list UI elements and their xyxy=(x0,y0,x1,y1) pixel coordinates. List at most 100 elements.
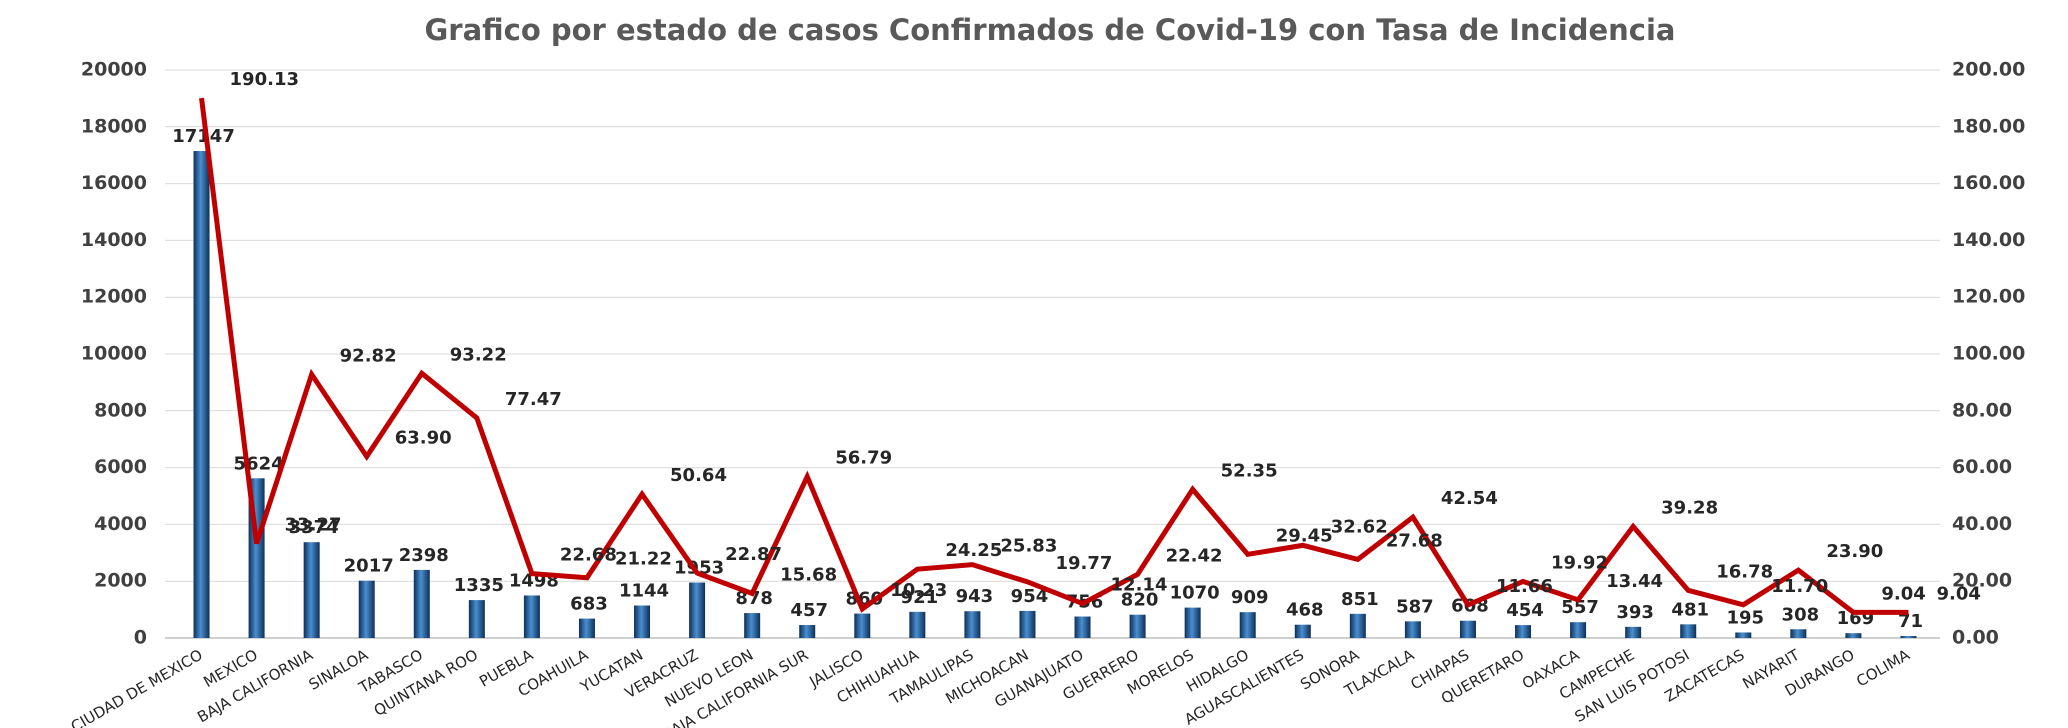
bar-label: 454 xyxy=(1506,600,1544,621)
line-label: 22.42 xyxy=(1166,545,1223,566)
bar xyxy=(1680,624,1697,638)
line-label: 12.14 xyxy=(1111,575,1168,596)
y-tick-label: 2000 xyxy=(94,570,147,592)
bar xyxy=(1790,629,1807,638)
line-label: 15.68 xyxy=(780,564,837,585)
bar xyxy=(689,582,706,638)
bar xyxy=(1294,624,1311,638)
bar-label: 557 xyxy=(1561,597,1599,618)
bar-label: 3374 xyxy=(289,517,339,538)
y2-tick-label: 140.00 xyxy=(1952,229,2025,251)
bar-label: 195 xyxy=(1726,607,1764,628)
line-label: 24.25 xyxy=(945,540,1002,561)
y2-tick-label: 180.00 xyxy=(1952,115,2025,137)
bar xyxy=(1184,607,1201,638)
bar xyxy=(964,611,981,638)
bar-label: 820 xyxy=(1121,590,1159,611)
line-label: 23.90 xyxy=(1826,541,1883,562)
line-label: 33.27 xyxy=(285,515,342,536)
y2-tick-label: 200.00 xyxy=(1952,59,2025,81)
bar xyxy=(303,542,320,638)
bar xyxy=(1570,622,1587,638)
bar xyxy=(193,151,210,638)
y2-tick-label: 0.00 xyxy=(1952,627,1999,649)
line-label: 42.54 xyxy=(1441,488,1498,509)
bar xyxy=(1515,625,1532,638)
bar xyxy=(358,580,375,638)
line-label: 16.78 xyxy=(1716,561,1773,582)
bar-label: 909 xyxy=(1231,587,1269,608)
bar xyxy=(1239,612,1256,638)
line-label: 93.22 xyxy=(450,344,507,365)
bar xyxy=(854,613,871,638)
bar-label: 851 xyxy=(1341,589,1379,610)
line-label: 56.79 xyxy=(835,448,892,469)
y2-tick-label: 80.00 xyxy=(1952,399,2012,421)
line-label: 77.47 xyxy=(505,389,562,410)
bar xyxy=(1459,620,1476,638)
bar-label: 683 xyxy=(570,594,608,615)
line-label: 190.13 xyxy=(230,69,299,90)
y-tick-label: 16000 xyxy=(81,172,147,194)
bar-label: 457 xyxy=(790,600,828,621)
line-label: 9.04 xyxy=(1881,583,1925,604)
line-label: 19.92 xyxy=(1551,552,1608,573)
y2-tick-label: 20.00 xyxy=(1952,570,2012,592)
line-label: 29.45 xyxy=(1276,525,1333,546)
bar-label: 1335 xyxy=(454,575,504,596)
bar xyxy=(1349,613,1366,638)
bar-label: 2398 xyxy=(399,545,449,566)
bar-label: 481 xyxy=(1671,599,1709,620)
bar xyxy=(1129,614,1146,638)
line-label: 13.44 xyxy=(1606,571,1663,592)
y-tick-label: 14000 xyxy=(81,229,147,251)
bar xyxy=(1019,610,1036,638)
y-tick-label: 20000 xyxy=(81,59,147,81)
line-label: 9.04 xyxy=(1936,583,1980,604)
bar-label: 954 xyxy=(1011,586,1049,607)
bar-label: 308 xyxy=(1782,604,1820,625)
x-tick-label: CIUDAD DE MEXICO xyxy=(68,646,206,728)
line-label: 92.82 xyxy=(340,345,397,366)
line-label: 19.77 xyxy=(1055,553,1112,574)
line-label: 25.83 xyxy=(1000,536,1057,557)
bar xyxy=(1845,633,1862,638)
line-label: 22.87 xyxy=(725,544,782,565)
bar xyxy=(909,611,926,638)
y2-tick-label: 120.00 xyxy=(1952,286,2025,308)
bar xyxy=(1074,616,1091,638)
line-label: 11.66 xyxy=(1496,576,1553,597)
bar-label: 1144 xyxy=(619,581,669,602)
bar-label: 17147 xyxy=(172,126,235,147)
bar xyxy=(578,618,595,638)
bar xyxy=(744,613,761,638)
bar-label: 5624 xyxy=(234,453,284,474)
line-label: 32.62 xyxy=(1331,516,1388,537)
bar xyxy=(799,625,816,638)
bar xyxy=(468,600,485,638)
bar xyxy=(634,605,651,638)
bar-label: 921 xyxy=(901,587,939,608)
y-tick-label: 6000 xyxy=(94,456,147,478)
bar-label: 468 xyxy=(1286,600,1324,621)
bar xyxy=(523,595,540,638)
line-label: 50.64 xyxy=(670,465,727,486)
bar xyxy=(1404,621,1421,638)
y-tick-label: 0 xyxy=(134,627,147,649)
line xyxy=(199,97,1909,615)
y2-tick-label: 40.00 xyxy=(1952,513,2012,535)
line-label: 27.68 xyxy=(1386,530,1443,551)
y2-tick-label: 100.00 xyxy=(1952,343,2025,365)
x-tick-label: COLIMA xyxy=(1853,645,1913,690)
line-label: 39.28 xyxy=(1661,497,1718,518)
bar xyxy=(1900,635,1917,638)
bar xyxy=(413,569,430,638)
bar-label: 71 xyxy=(1898,611,1923,632)
bar xyxy=(1735,632,1752,638)
y2-tick-label: 160.00 xyxy=(1952,172,2025,194)
bar-label: 1070 xyxy=(1170,583,1220,604)
line-label: 11.70 xyxy=(1771,576,1828,597)
line-label: 63.90 xyxy=(395,428,452,449)
line-label: 21.22 xyxy=(615,549,672,570)
y-tick-label: 18000 xyxy=(81,115,147,137)
